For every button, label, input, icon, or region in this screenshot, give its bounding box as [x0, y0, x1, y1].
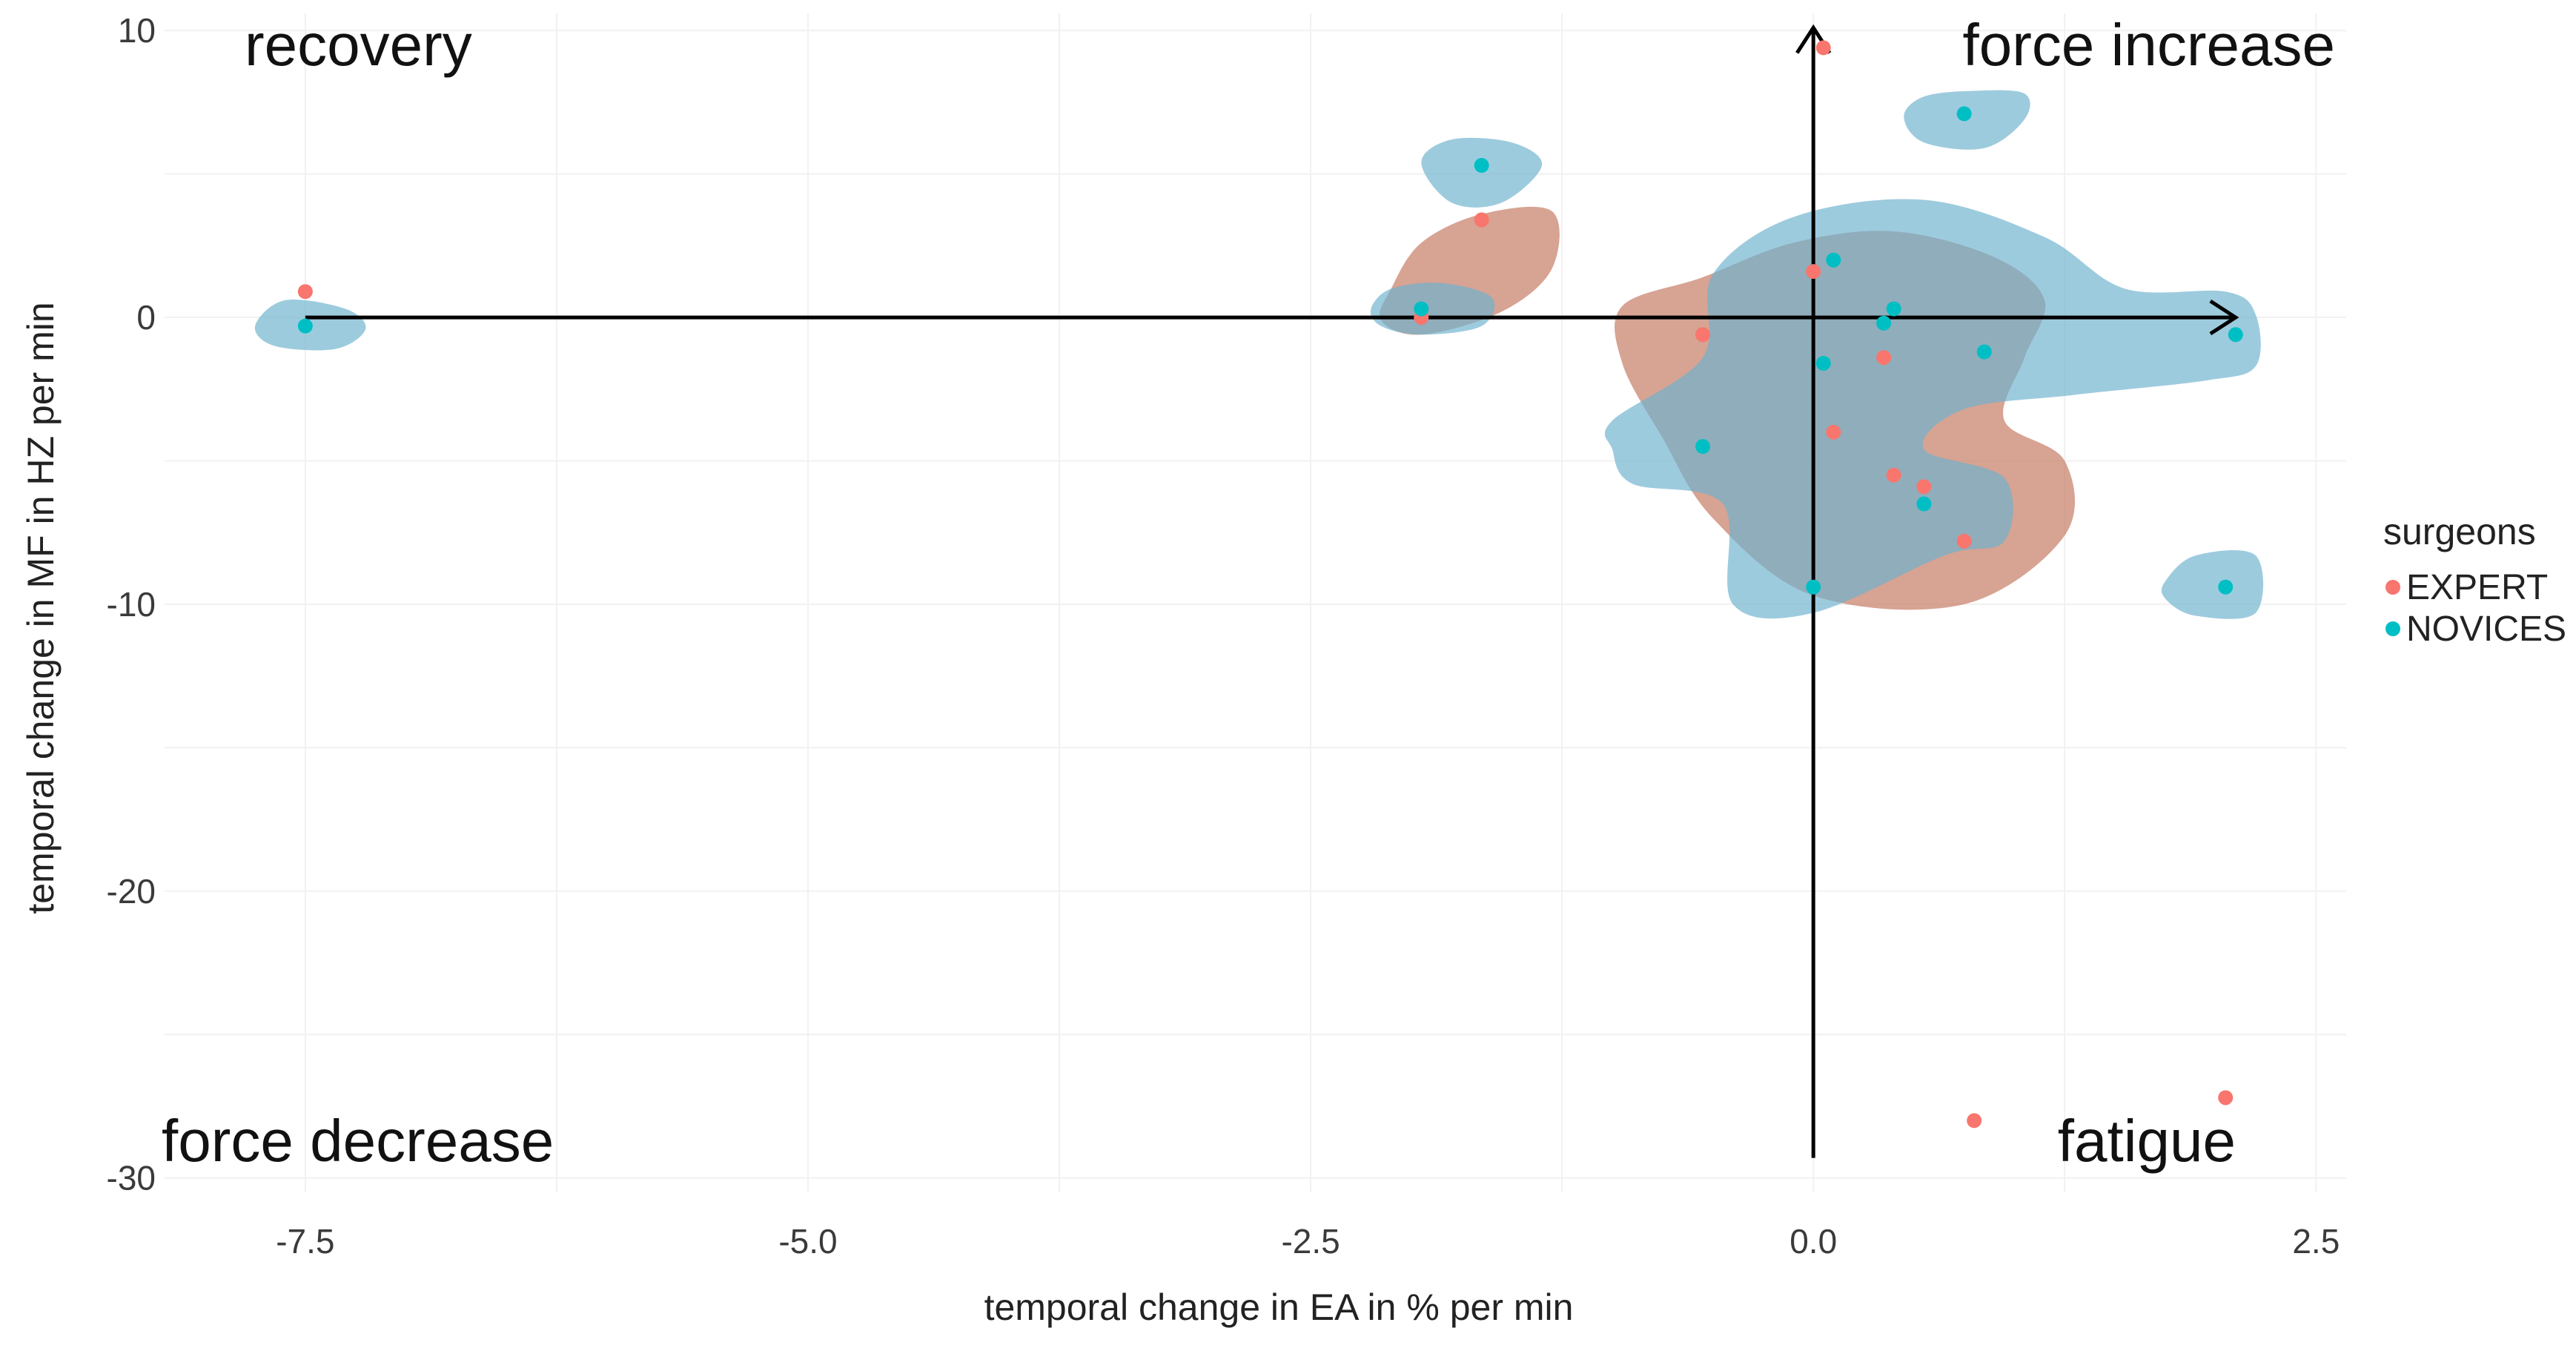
x-axis-title: temporal change in EA in % per min [984, 1286, 1574, 1328]
density-region-novices-main-cluster [1604, 199, 2261, 619]
quadrant-label-fatigue: fatigue [2058, 1108, 2236, 1174]
x-tick-label-1: -5.0 [778, 1222, 837, 1261]
point-novices-0 [297, 318, 313, 334]
legend-title: surgeons [2383, 511, 2536, 552]
point-novices-2 [1414, 301, 1429, 317]
legend-label-expert: EXPERT [2406, 568, 2548, 607]
x-tick-label-4: 2.5 [2292, 1222, 2340, 1261]
y-tick-label-1: 0 [136, 298, 156, 337]
point-expert-9 [1916, 479, 1932, 495]
x-tick-label-2: -2.5 [1281, 1222, 1340, 1261]
y-tick-label-2: -10 [107, 585, 156, 624]
density-region-novices-left-blob [1370, 283, 1495, 335]
point-novices-9 [2228, 327, 2243, 343]
tick-labels: -7.5 -5.0 -2.5 0.0 2.5 10 0 -10 -20 -30 [107, 11, 2340, 1261]
point-expert-5 [1695, 327, 1711, 343]
y-tick-label-4: -30 [107, 1159, 156, 1198]
grid [165, 13, 2346, 1192]
x-tick-label-3: 0.0 [1789, 1222, 1837, 1261]
point-expert-8 [1886, 467, 1901, 483]
point-expert-3 [1815, 40, 1831, 56]
point-novices-13 [2218, 579, 2234, 595]
data-points [297, 40, 2243, 1129]
quadrant-label-force-increase: force increase [1963, 12, 2335, 78]
point-expert-11 [1967, 1113, 1982, 1129]
point-expert-4 [1806, 264, 1821, 280]
point-expert-6 [1876, 350, 1892, 366]
point-novices-3 [1956, 106, 1972, 122]
legend-marker-expert [2385, 580, 2400, 595]
y-axis-title: temporal change in MF in HZ per min [20, 302, 62, 914]
quadrant-label-force-decrease: force decrease [162, 1108, 554, 1174]
point-novices-1 [1474, 158, 1489, 174]
point-novices-6 [1876, 315, 1892, 331]
point-novices-5 [1886, 301, 1901, 317]
point-novices-10 [1695, 439, 1711, 455]
y-tick-label-0: 10 [118, 11, 156, 50]
point-expert-10 [1956, 533, 1972, 549]
density-region-novices-far-right-blob [2161, 549, 2264, 619]
point-novices-7 [1815, 355, 1831, 371]
horizontal-arrow-head [2209, 299, 2239, 336]
point-expert-12 [2218, 1090, 2234, 1106]
point-novices-8 [1976, 344, 1992, 360]
point-expert-7 [1826, 424, 1841, 440]
point-expert-1 [1474, 212, 1489, 228]
legend-label-novices: NOVICES [2406, 610, 2566, 649]
point-expert-0 [297, 284, 313, 300]
quadrant-label-recovery: recovery [245, 12, 472, 78]
point-novices-12 [1806, 579, 1821, 595]
legend-marker-novices [2385, 621, 2400, 636]
y-tick-label-3: -20 [107, 872, 156, 911]
point-novices-4 [1826, 252, 1841, 268]
x-tick-label-0: -7.5 [276, 1222, 334, 1261]
point-novices-11 [1916, 496, 1932, 512]
legend: surgeons EXPERT NOVICES [2383, 511, 2566, 649]
